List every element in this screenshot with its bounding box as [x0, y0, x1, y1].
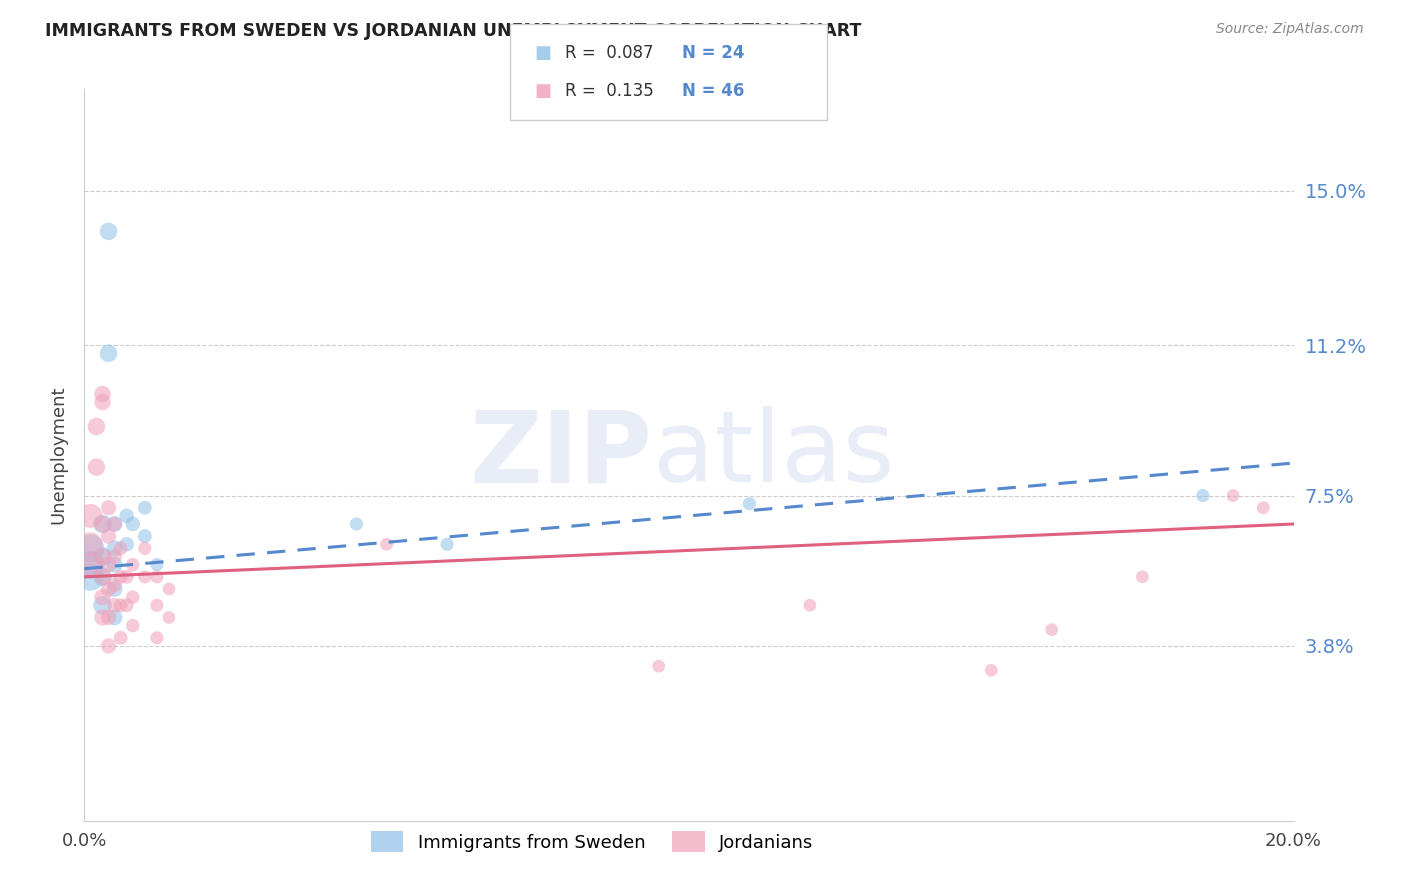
Point	[104, 558, 127, 572]
Point	[115, 537, 138, 551]
Point	[121, 590, 143, 604]
Point	[104, 610, 127, 624]
Point	[91, 570, 114, 584]
Point	[97, 529, 120, 543]
Point	[104, 516, 127, 531]
Point	[115, 599, 138, 613]
Point	[91, 516, 114, 531]
Point	[104, 578, 127, 592]
Text: IMMIGRANTS FROM SWEDEN VS JORDANIAN UNEMPLOYMENT CORRELATION CHART: IMMIGRANTS FROM SWEDEN VS JORDANIAN UNEM…	[45, 22, 862, 40]
Point	[91, 549, 114, 564]
Text: Source: ZipAtlas.com: Source: ZipAtlas.com	[1216, 22, 1364, 37]
Legend: Immigrants from Sweden, Jordanians: Immigrants from Sweden, Jordanians	[364, 824, 821, 859]
Point	[86, 460, 108, 475]
Text: ■: ■	[534, 44, 551, 62]
Text: atlas: atlas	[652, 407, 894, 503]
Point	[146, 599, 169, 613]
Point	[1192, 489, 1215, 503]
Text: ZIP: ZIP	[470, 407, 652, 503]
Point	[91, 599, 114, 613]
Point	[436, 537, 458, 551]
Point	[1040, 623, 1063, 637]
Point	[97, 558, 120, 572]
Point	[79, 537, 101, 551]
Point	[134, 570, 156, 584]
Point	[1130, 570, 1153, 584]
Point	[799, 599, 821, 613]
Point	[91, 570, 114, 584]
Text: N = 24: N = 24	[682, 44, 744, 62]
Point	[738, 497, 761, 511]
Point	[91, 549, 114, 564]
Point	[79, 558, 101, 572]
Point	[97, 639, 120, 653]
Point	[134, 500, 156, 515]
Point	[91, 516, 114, 531]
Point	[146, 570, 169, 584]
Point	[121, 618, 143, 632]
Point	[79, 541, 101, 556]
Point	[115, 570, 138, 584]
Y-axis label: Unemployment: Unemployment	[49, 385, 67, 524]
Point	[97, 610, 120, 624]
Point	[97, 224, 120, 238]
Point	[110, 631, 132, 645]
Point	[146, 558, 169, 572]
Point	[121, 516, 143, 531]
Point	[1222, 489, 1244, 503]
Point	[91, 387, 114, 401]
Text: N = 46: N = 46	[682, 82, 744, 101]
Point	[980, 663, 1002, 677]
Point	[134, 529, 156, 543]
Point	[121, 558, 143, 572]
Point	[97, 582, 120, 596]
Point	[110, 541, 132, 556]
Point	[97, 500, 120, 515]
Point	[91, 610, 114, 624]
Point	[91, 590, 114, 604]
Point	[110, 570, 132, 584]
Point	[104, 599, 127, 613]
Point	[79, 570, 101, 584]
Point	[375, 537, 398, 551]
Point	[86, 419, 108, 434]
Point	[146, 631, 169, 645]
Point	[157, 610, 180, 624]
Point	[115, 508, 138, 523]
Point	[1253, 500, 1275, 515]
Text: R =  0.135: R = 0.135	[565, 82, 654, 101]
Point	[104, 516, 127, 531]
Point	[104, 549, 127, 564]
Point	[91, 395, 114, 409]
Point	[648, 659, 671, 673]
Point	[346, 516, 368, 531]
Text: ■: ■	[534, 82, 551, 101]
Point	[104, 541, 127, 556]
Point	[79, 558, 101, 572]
Point	[134, 541, 156, 556]
Point	[157, 582, 180, 596]
Point	[97, 346, 120, 360]
Point	[104, 582, 127, 596]
Text: R =  0.087: R = 0.087	[565, 44, 654, 62]
Point	[79, 508, 101, 523]
Point	[110, 599, 132, 613]
